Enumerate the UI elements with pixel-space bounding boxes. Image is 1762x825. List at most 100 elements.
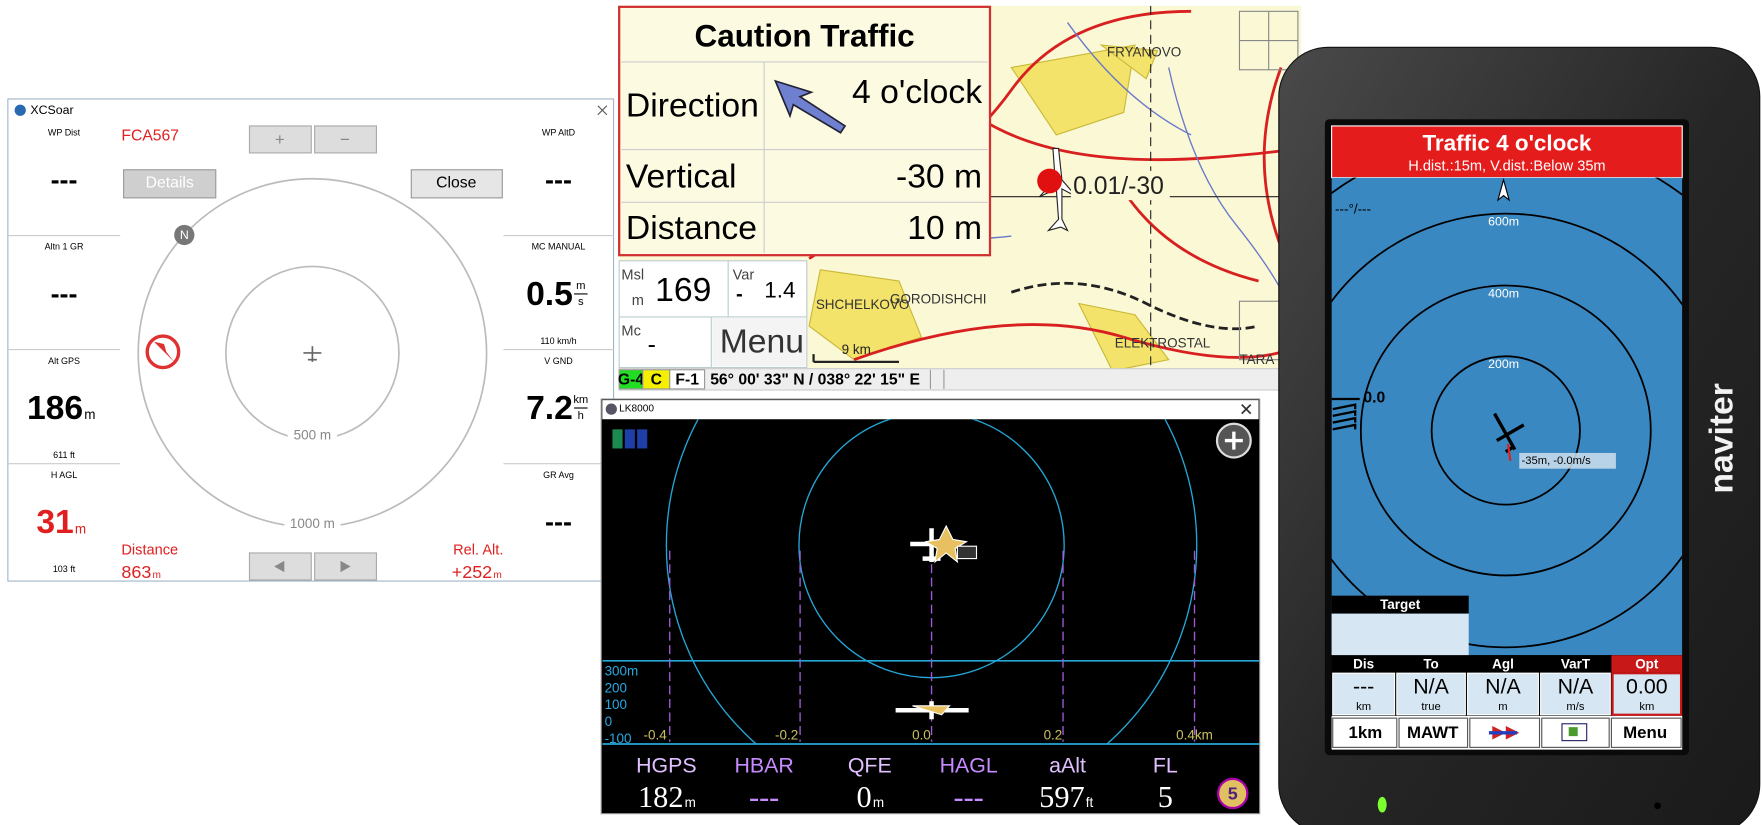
app-icon <box>15 105 26 116</box>
traffic-target <box>147 336 178 367</box>
infobox-unit: - <box>736 284 743 306</box>
north-label: N <box>180 228 189 242</box>
status-label: C <box>651 371 662 388</box>
menu-label: Menu <box>720 323 804 361</box>
screenshot: XCSoarWP Dist---Altn 1 GR---Alt GPS186m6… <box>0 0 1762 825</box>
power-led <box>1378 797 1387 813</box>
panel-value: 0.5 <box>526 275 573 313</box>
panel-label: MC MANUAL <box>532 242 586 252</box>
altitude-tick: 300m <box>605 663 639 678</box>
button-label: Close <box>436 175 476 192</box>
traffic-marker <box>1037 169 1062 194</box>
infobox-label: Mc <box>621 324 640 340</box>
xcsoar-window: XCSoarWP Dist---Altn 1 GR---Alt GPS186m6… <box>8 99 614 582</box>
column-unit: km <box>1639 701 1654 713</box>
panel-unit: h <box>578 410 584 422</box>
infobox-label: Msl <box>621 267 644 283</box>
column-value: N/A <box>1413 675 1449 699</box>
readout-unit: m <box>685 795 696 810</box>
panel-label: Alt GPS <box>48 356 80 366</box>
row-label: Direction <box>626 87 759 125</box>
panel-unit: km <box>573 394 588 406</box>
traffic-label: 0.01/-30 <box>1073 173 1164 200</box>
distance-unit: m <box>152 570 160 581</box>
panel-value: --- <box>545 165 572 195</box>
button-label: MAWT <box>1407 723 1459 742</box>
panel-value: 7.2 <box>526 389 573 427</box>
panel-unit: s <box>578 296 584 308</box>
distance-label: Distance <box>121 543 178 559</box>
gps-position: 56° 00' 33" N / 038° 22' 15" E <box>710 371 920 388</box>
window-title: LK8000 <box>619 404 654 415</box>
title-bar <box>602 400 1258 419</box>
column-value: N/A <box>1485 675 1521 699</box>
infobox-value: - <box>648 332 656 359</box>
readout-label: HAGL <box>940 753 998 777</box>
readout-value: 0 <box>857 780 872 814</box>
column-header: Agl <box>1492 657 1514 672</box>
button-label: Details <box>146 175 194 192</box>
readout-value: 597 <box>1039 780 1085 814</box>
page-number: 5 <box>1228 783 1238 803</box>
signal-bar <box>637 429 647 448</box>
distance-value: 863 <box>121 562 151 582</box>
row-label: Vertical <box>626 158 737 196</box>
panel-note: 103 ft <box>53 564 76 574</box>
ring-label: 200m <box>1488 357 1519 371</box>
altitude-tick: 200 <box>605 680 627 695</box>
target-title: Target <box>1380 597 1421 612</box>
panel-label: WP AltD <box>542 128 576 138</box>
window-frame <box>601 399 1260 814</box>
map-window: FRYANOVOSHCHELKOVOGORODISHCHIELEKTROSTAL… <box>618 6 1319 390</box>
button-label: − <box>340 130 350 149</box>
panel-value: 31 <box>36 503 74 541</box>
distance-tick: 0.4km <box>1176 728 1213 743</box>
panel-value: --- <box>51 165 78 195</box>
track-readout: ---°/--- <box>1335 202 1371 217</box>
callsign: FCA567 <box>121 128 179 145</box>
button-label: + <box>275 130 285 149</box>
panel-label: WP Dist <box>48 128 81 138</box>
radar-background <box>1332 178 1683 656</box>
alert-title: Traffic 4 o'clock <box>1422 130 1591 155</box>
caution-title: Caution Traffic <box>694 19 914 54</box>
window-title: XCSoar <box>30 103 73 117</box>
distance-tick: -0.2 <box>775 728 798 743</box>
panel-value: 186 <box>27 389 83 427</box>
app-icon <box>606 404 617 415</box>
infobox-unit: m <box>632 293 644 309</box>
readout-label: QFE <box>848 753 892 777</box>
rel-alt-label: Rel. Alt. <box>453 543 503 559</box>
signal-bar <box>612 429 622 448</box>
panel-unit: m <box>84 407 95 422</box>
distance-tick: 0.2 <box>1044 728 1063 743</box>
row-value: 4 o'clock <box>852 73 982 111</box>
panel-note: 611 ft <box>53 450 75 460</box>
window-frame <box>8 99 614 581</box>
column-value: 0.00 <box>1626 675 1668 699</box>
vario-value: 0.0 <box>1363 389 1385 406</box>
panel-label: GR Avg <box>543 470 574 480</box>
infobox-label: Var <box>733 267 755 283</box>
infobox-value: 169 <box>655 271 711 309</box>
readout-value: --- <box>953 780 983 814</box>
column-header: Dis <box>1353 657 1374 672</box>
traffic-tag: -35m, -0.0m/s <box>1522 455 1592 467</box>
column-unit: m/s <box>1566 701 1584 713</box>
readout-label: FL <box>1153 753 1178 777</box>
page: XCSoarWP Dist---Altn 1 GR---Alt GPS186m6… <box>0 0 1762 825</box>
readout-unit: ft <box>1086 795 1094 810</box>
panel-note: 110 km/h <box>540 336 576 346</box>
status-label: G-4 <box>618 371 644 388</box>
altitude-tick: 100 <box>605 697 627 712</box>
map-label: FRYANOVO <box>1107 44 1181 59</box>
column-header: Opt <box>1635 657 1659 672</box>
button-label: 1km <box>1348 723 1382 742</box>
readout-label: HGPS <box>636 753 697 777</box>
panel-label: Altn 1 GR <box>45 242 84 252</box>
panel-value: --- <box>51 279 78 309</box>
readout-value: --- <box>749 780 779 814</box>
panel-unit: m <box>75 521 86 536</box>
sensor <box>1654 802 1661 809</box>
